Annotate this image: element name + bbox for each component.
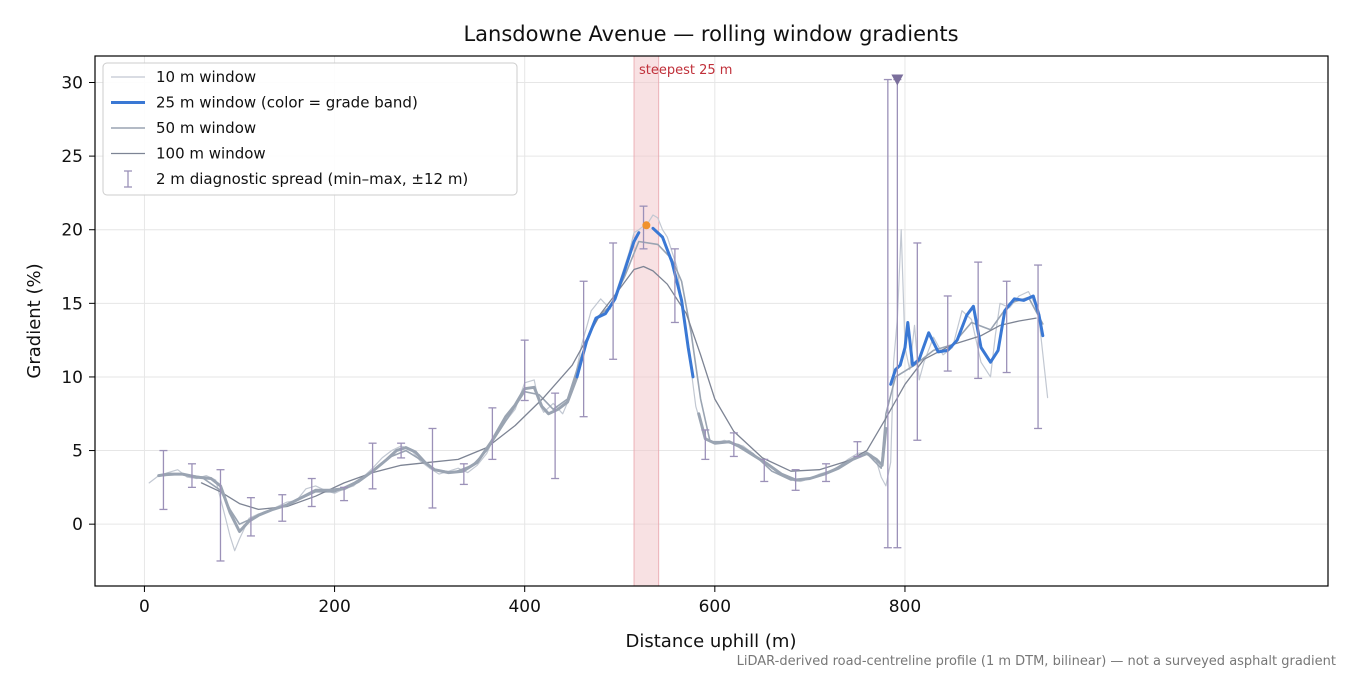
legend-label: 10 m window: [156, 68, 256, 86]
x-tick-label: 800: [889, 597, 921, 617]
triangle-down-marker: [891, 74, 904, 86]
error-bar-12: [520, 339, 529, 402]
y-tick-label: 10: [61, 368, 83, 388]
error-bar-14: [579, 280, 588, 418]
error-bar-23: [853, 441, 862, 458]
error-bar-26: [913, 242, 922, 441]
y-axis-label: Gradient (%): [24, 263, 45, 378]
x-tick-label: 200: [318, 597, 350, 617]
marker-layer: [642, 74, 904, 230]
footnote: LiDAR-derived road-centreline profile (1…: [737, 654, 1336, 669]
error-bar-28: [974, 261, 983, 380]
series-line-3: [200, 265, 1037, 511]
y-tick-label: 30: [61, 74, 83, 94]
x-tick-label: 400: [508, 597, 540, 617]
axis-layer: 0 200 400 600 800 0 5 10 15 20 25 30: [61, 74, 921, 618]
steepest-band: [633, 55, 660, 587]
series-25m-segment-3: [651, 226, 695, 379]
error-bar-3: [246, 497, 255, 537]
error-bar-7: [368, 442, 377, 490]
error-bar-18: [701, 429, 710, 461]
legend-box: [102, 62, 518, 196]
error-bar-4: [278, 494, 287, 522]
error-bar-13: [551, 392, 560, 480]
steepest-band-label: steepest 25 m: [639, 63, 732, 78]
error-bar-2: [216, 469, 225, 562]
error-bar-21: [791, 469, 800, 491]
y-tick-label: 15: [61, 294, 83, 314]
error-bar-11: [488, 407, 497, 461]
legend-entry-0: 10 m window: [111, 68, 256, 86]
x-tick-label: 0: [139, 597, 150, 617]
series-line-0: [148, 214, 1049, 552]
legend-label: 50 m window: [156, 119, 256, 137]
error-bar-29: [1002, 280, 1011, 374]
series-25m-segment-1: [575, 231, 641, 379]
legend-entry-3: 100 m window: [111, 145, 266, 163]
error-bar-27: [943, 295, 952, 372]
plot-frame: [94, 55, 1329, 587]
legend-entry-1: 25 m window (color = grade band): [111, 94, 418, 112]
y-tick-label: 20: [61, 221, 83, 241]
y-tick-label: 5: [72, 442, 83, 462]
error-bar-25: [893, 78, 902, 549]
error-bar-9: [428, 427, 437, 509]
error-bar-30: [1034, 264, 1043, 430]
legend-entry-2: 50 m window: [111, 119, 256, 137]
error-bar-8: [397, 442, 406, 459]
series-line-2: [162, 240, 1044, 526]
y-tick-label: 25: [61, 147, 83, 167]
error-bar-5: [307, 477, 316, 508]
error-bar-layer: [159, 78, 1043, 562]
legend-label: 25 m window (color = grade band): [156, 94, 418, 112]
error-bar-20: [760, 458, 769, 483]
highlight-band-layer: steepest 25 m: [633, 55, 732, 587]
error-bar-1: [187, 463, 196, 489]
x-axis-label: Distance uphill (m): [626, 631, 797, 652]
series-25m-segment-5: [889, 294, 1045, 386]
legend-label: 100 m window: [156, 145, 266, 163]
error-bar-24: [883, 78, 892, 549]
error-bar-6: [340, 486, 349, 502]
x-tick-label: 600: [699, 597, 731, 617]
legend-label: 2 m diagnostic spread (min–max, ±12 m): [156, 170, 468, 188]
error-bar-15: [609, 242, 618, 360]
error-bar-17: [670, 248, 679, 324]
y-tick-label: 0: [72, 515, 83, 535]
error-bar-10: [459, 463, 468, 486]
error-bar-22: [822, 463, 831, 483]
chart-title: Lansdowne Avenue — rolling window gradie…: [463, 22, 958, 46]
legend: 10 m window 25 m window (color = grade ba…: [102, 62, 518, 196]
error-bar-0: [159, 449, 168, 511]
series-layer: [148, 214, 1049, 552]
legend-entry-4: 2 m diagnostic spread (min–max, ±12 m): [124, 170, 468, 188]
series-25m-segment-0: [157, 375, 579, 533]
error-bar-19: [729, 432, 738, 458]
peak-point: [642, 221, 651, 230]
